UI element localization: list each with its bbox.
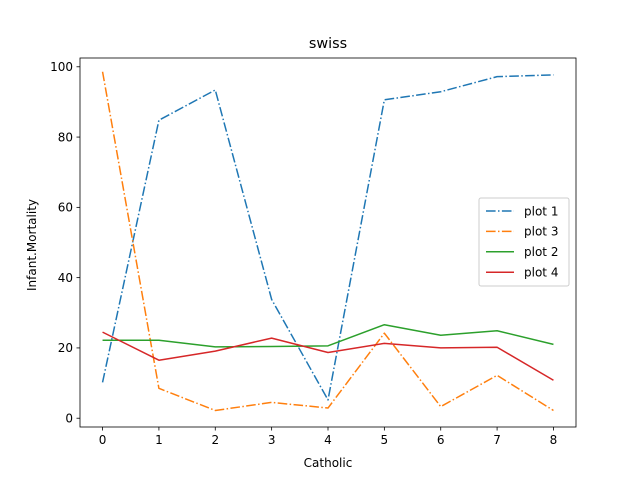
y-tick-label: 40 xyxy=(58,271,73,285)
x-tick-label: 5 xyxy=(381,433,389,447)
legend: plot 1 plot 3 plot 2 plot 4 xyxy=(478,197,570,287)
y-tick-label: 60 xyxy=(58,201,73,215)
legend-label-2: plot 3 xyxy=(524,225,558,239)
x-tick-label: 0 xyxy=(99,433,107,447)
y-tick-label: 80 xyxy=(58,130,73,144)
series-line-2 xyxy=(101,71,554,412)
series-line-4 xyxy=(102,331,554,381)
series-line-3 xyxy=(102,323,554,348)
y-tick-label: 0 xyxy=(65,412,73,426)
x-tick-label: 8 xyxy=(550,433,558,447)
y-tick-label: 20 xyxy=(58,341,73,355)
legend-label-1: plot 1 xyxy=(524,204,558,218)
x-tick-label: 7 xyxy=(493,433,501,447)
x-tick-label: 1 xyxy=(155,433,163,447)
series-line-1 xyxy=(101,74,554,401)
x-tick-label: 6 xyxy=(437,433,445,447)
x-tick-label: 4 xyxy=(324,433,332,447)
x-axis-label: Catholic xyxy=(304,456,353,470)
legend-label-4: plot 4 xyxy=(524,266,558,280)
x-tick-label: 3 xyxy=(268,433,276,447)
x-tick-label: 2 xyxy=(211,433,219,447)
y-axis-label: Infant.Mortality xyxy=(25,199,39,291)
legend-box xyxy=(478,197,570,287)
y-tick-label: 100 xyxy=(50,60,73,74)
chart-title: swiss xyxy=(309,36,347,52)
legend-label-3: plot 2 xyxy=(524,245,558,259)
